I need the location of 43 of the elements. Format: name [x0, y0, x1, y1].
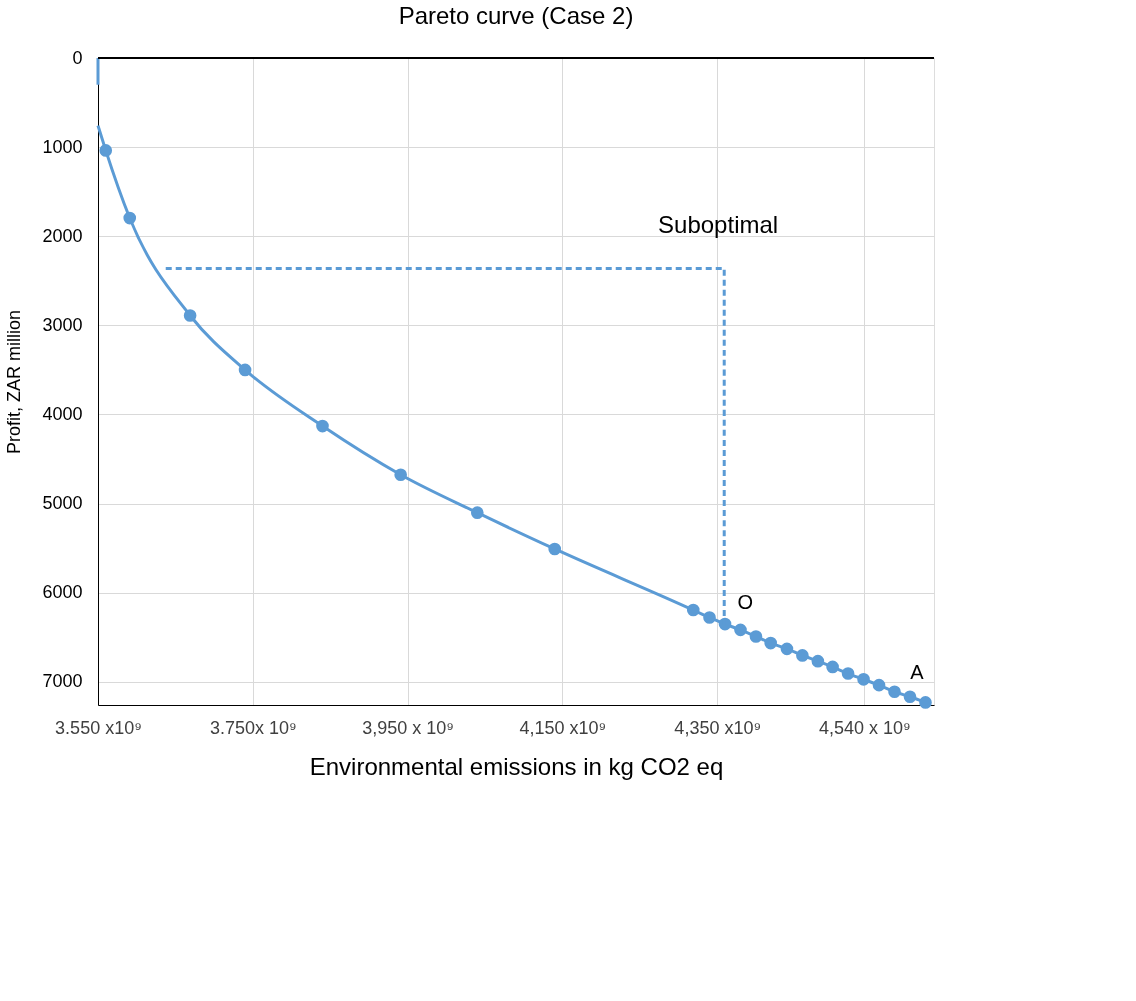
point: [888, 685, 901, 699]
point: [183, 309, 197, 322]
point: [903, 690, 917, 704]
annotation: O: [737, 591, 754, 614]
x-tick-label: 3.750x 10⁹: [209, 717, 297, 738]
point: [796, 649, 809, 662]
y-tick-label: 0: [72, 47, 83, 68]
point: [764, 636, 777, 650]
y-tick-label: 5000: [42, 493, 83, 514]
point: [686, 603, 700, 617]
point: [470, 506, 484, 519]
y-tick-label: 7000: [42, 671, 83, 692]
x-tick-label: 4,150 x10⁹: [519, 717, 607, 738]
y-tick-label: 3000: [42, 314, 83, 335]
x-axis-title: Environmental emissions in kg CO2 eq: [309, 752, 724, 780]
y-tick-label: 1000: [42, 136, 83, 157]
point: [703, 611, 716, 624]
point: [811, 654, 825, 668]
point: [316, 419, 329, 433]
point: [394, 468, 407, 482]
y-tick-label: 4000: [42, 403, 83, 424]
x-tick-label: 4,540 x 10⁹: [818, 717, 911, 738]
point: [841, 667, 855, 680]
x-tick-label: 4,350 x10⁹: [674, 717, 762, 738]
point: [919, 696, 932, 709]
y-tick-label: 6000: [42, 582, 83, 603]
point: [238, 363, 252, 377]
point: [548, 542, 562, 556]
point: [123, 211, 137, 225]
annotation: A: [910, 660, 925, 683]
point: [857, 673, 870, 686]
point: [872, 678, 886, 692]
point: [734, 623, 747, 637]
x-tick-label: 3.550 x10⁹: [55, 717, 142, 738]
y-axis-title: Profit, ZAR million: [4, 309, 25, 455]
point: [826, 660, 839, 674]
point: [780, 642, 794, 656]
point: [99, 144, 113, 157]
x-tick-label: 3,950 x 10⁹: [362, 717, 455, 738]
annotation: Suboptimal: [658, 211, 779, 239]
y-tick-label: 2000: [42, 225, 83, 246]
point: [749, 630, 763, 643]
chart-title: Pareto curve (Case 2): [398, 2, 634, 29]
